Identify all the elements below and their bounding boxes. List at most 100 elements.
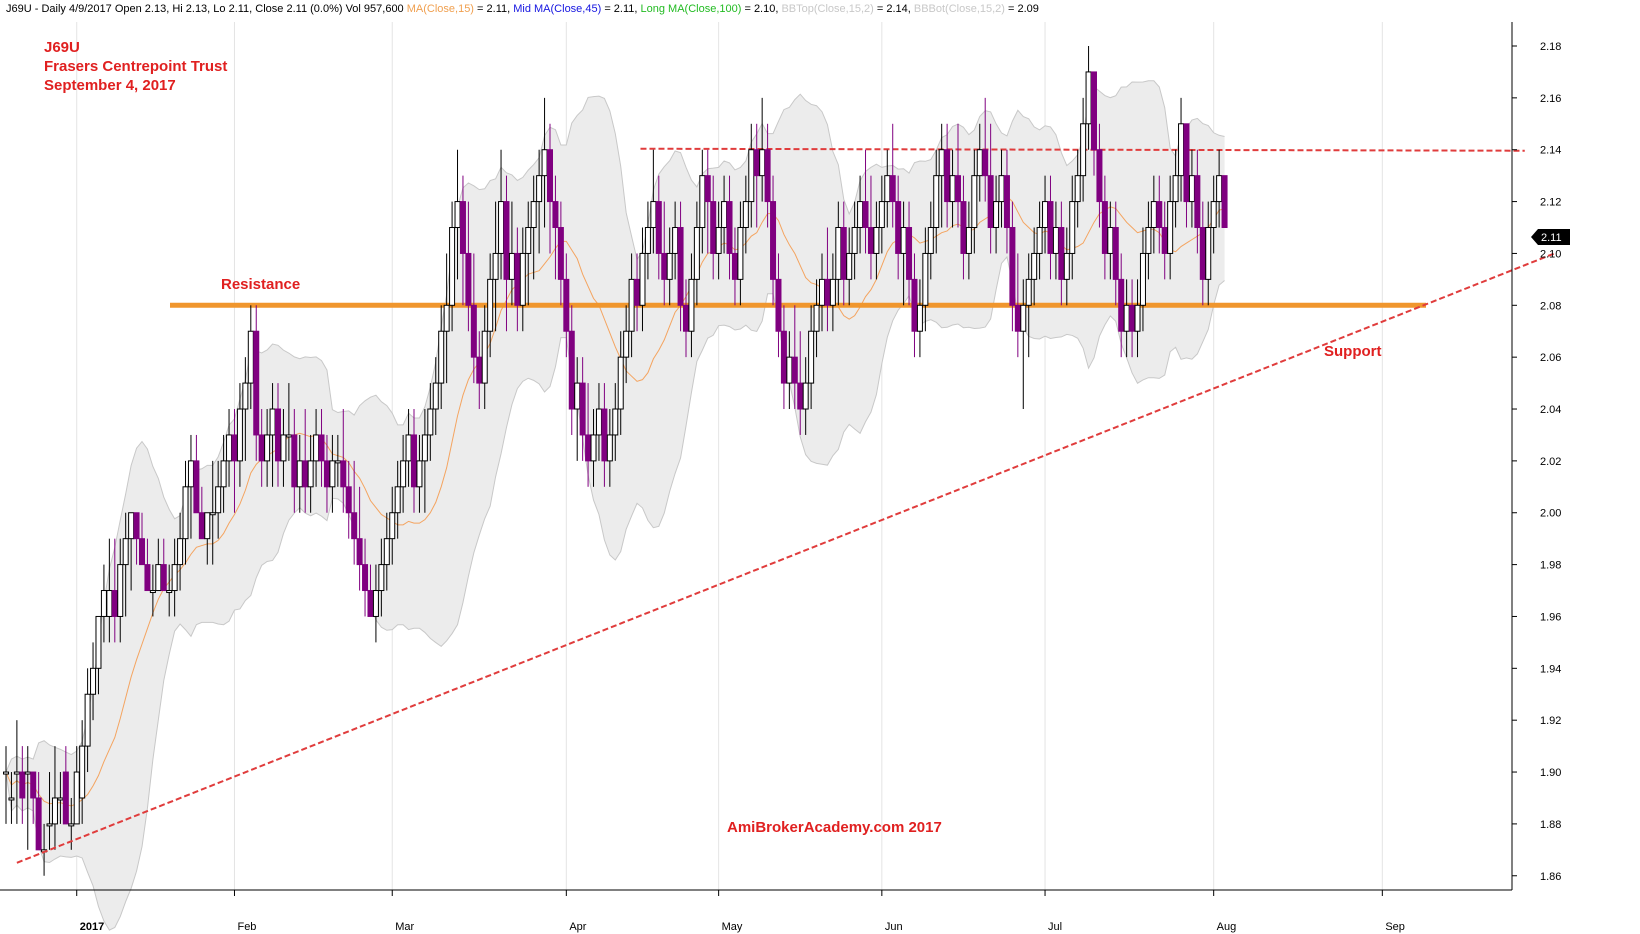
- candle-body-up: [389, 512, 396, 540]
- candle-body-up: [873, 227, 880, 254]
- candle-body-down: [193, 460, 200, 514]
- candle: [1205, 201, 1212, 306]
- support-label: Support: [1324, 343, 1382, 360]
- candle-body-up: [106, 590, 113, 617]
- candle-body-up: [1031, 252, 1038, 280]
- candle-body-up: [949, 175, 956, 203]
- header-part: = 2.09: [1005, 3, 1039, 15]
- candle-body-down: [906, 227, 913, 280]
- candle-body-up: [372, 590, 379, 617]
- candle-body-down: [867, 227, 874, 254]
- header-info: J69U - Daily 4/9/2017 Open 2.13, Hi 2.13…: [6, 3, 1039, 15]
- candle: [84, 668, 91, 773]
- candle: [329, 434, 336, 513]
- candle-body-up: [900, 227, 907, 254]
- candle-body-down: [704, 175, 711, 203]
- candle-body-up: [851, 227, 858, 254]
- candle-body-down: [351, 512, 358, 540]
- y-tick-label: 1.94: [1540, 663, 1561, 675]
- candle-body-down: [960, 201, 967, 254]
- candle: [590, 409, 597, 487]
- candle-body-up: [334, 460, 341, 464]
- candle: [568, 305, 575, 435]
- candle-body-up: [421, 434, 428, 462]
- candle: [166, 564, 173, 617]
- candle-body-up: [666, 252, 673, 280]
- candle: [432, 357, 439, 435]
- candle-body-down: [1047, 201, 1054, 254]
- candle-body-down: [1101, 201, 1108, 254]
- candle-body-up: [1205, 227, 1212, 280]
- candle: [62, 746, 69, 825]
- candle: [770, 175, 777, 306]
- y-tick-label: 2.00: [1540, 508, 1561, 520]
- candle-body-down: [840, 227, 847, 280]
- candle: [606, 409, 613, 487]
- candle-body-up: [438, 330, 445, 384]
- candle-body-up: [117, 564, 124, 617]
- candle: [1172, 149, 1179, 228]
- candle: [873, 201, 880, 280]
- y-tick-label: 2.04: [1540, 404, 1561, 416]
- candle-body-up: [737, 227, 744, 280]
- candle-body-up: [1139, 252, 1146, 306]
- candle-body-down: [655, 201, 662, 254]
- candles: [3, 46, 1228, 876]
- candle-body-up: [508, 252, 515, 280]
- y-tick-label: 1.88: [1540, 819, 1561, 831]
- candle-body-up: [8, 797, 15, 801]
- symbol-label: J69U: [44, 39, 80, 56]
- candle-body-up: [721, 201, 728, 229]
- candle-body-down: [411, 434, 417, 488]
- candle: [378, 538, 385, 617]
- y-tick-label: 1.86: [1540, 871, 1561, 883]
- month-label: Feb: [237, 921, 256, 933]
- candle-body-down: [1003, 175, 1010, 229]
- candle-body-up: [416, 460, 423, 488]
- candle-body-up: [519, 252, 526, 306]
- header-part: = 2.10,: [741, 3, 781, 15]
- candle-body-down: [1014, 304, 1021, 332]
- candle-body-up: [1069, 201, 1076, 254]
- candle-body-up: [884, 175, 891, 203]
- y-tick-label: 1.96: [1540, 611, 1561, 623]
- candle-body-down: [862, 201, 869, 229]
- month-label: Sep: [1385, 921, 1405, 933]
- candle-body-up: [394, 486, 401, 514]
- candle-body-down: [503, 201, 510, 280]
- candle-body-up: [57, 797, 64, 801]
- candle-body-up: [313, 434, 320, 462]
- candle: [389, 486, 396, 565]
- candle-body-up: [1123, 304, 1130, 332]
- candle: [182, 460, 189, 565]
- candle-body-down: [1118, 278, 1125, 332]
- candle: [971, 149, 978, 254]
- candle-body-down: [895, 201, 902, 254]
- candle-body-up: [530, 201, 537, 229]
- candle: [46, 772, 53, 850]
- candle-body-up: [922, 252, 929, 306]
- candle-body-down: [889, 175, 896, 203]
- candle: [318, 409, 325, 487]
- y-tick-label: 2.06: [1540, 352, 1561, 364]
- candle-body-up: [400, 460, 407, 488]
- candle-body-up: [857, 201, 864, 229]
- candle-body-down: [476, 356, 483, 384]
- candle-body-up: [73, 771, 80, 825]
- candle: [459, 175, 466, 306]
- candle-body-down: [139, 538, 145, 566]
- candle: [982, 97, 989, 202]
- candle: [557, 201, 564, 306]
- candle: [1009, 201, 1016, 332]
- candle-body-up: [236, 408, 243, 462]
- candle-body-up: [84, 693, 91, 747]
- candle: [465, 201, 472, 332]
- candle-body-up: [748, 149, 755, 203]
- candle: [1074, 149, 1081, 228]
- candle: [264, 409, 271, 487]
- candle-body-down: [661, 252, 668, 280]
- candle: [552, 175, 559, 280]
- candle-body-up: [149, 590, 156, 594]
- candle: [443, 253, 450, 384]
